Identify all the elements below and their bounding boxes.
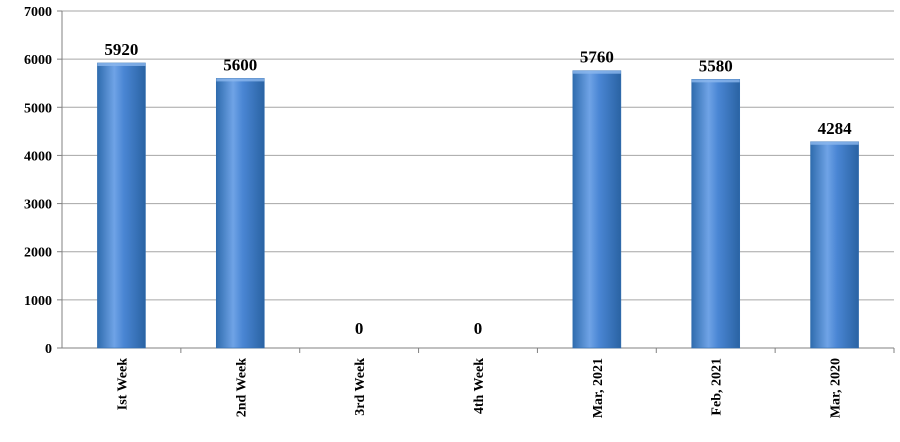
gridlines <box>62 10 894 301</box>
data-label: 4284 <box>818 119 853 138</box>
x-category-label: Mar, 2020 <box>829 358 844 418</box>
bar <box>215 78 265 349</box>
x-category-label: 3rd Week <box>353 358 368 416</box>
y-tick-label: 4000 <box>24 149 52 164</box>
data-label: 5920 <box>104 40 138 59</box>
bar <box>97 62 146 349</box>
data-label: 0 <box>474 319 483 338</box>
x-category-label: Ist Week <box>115 358 130 410</box>
y-tick-label: 3000 <box>24 198 52 213</box>
data-label: 5600 <box>223 55 257 74</box>
x-axis-categories: Ist Week 2nd Week 3rd Week 4th Week Mar, 202… <box>115 358 843 418</box>
bar <box>572 70 622 349</box>
bar-top-highlight <box>572 70 621 74</box>
x-category-label: Feb, 2021 <box>710 358 725 416</box>
bar-top-highlight <box>691 79 740 83</box>
data-label: 5580 <box>699 56 733 75</box>
bar-top-highlight <box>216 78 265 82</box>
data-label: 5760 <box>580 48 614 67</box>
axes <box>57 10 895 353</box>
bar-top-highlight <box>810 141 859 145</box>
bar <box>810 141 859 349</box>
y-tick-label: 6000 <box>24 53 52 68</box>
y-tick-label: 0 <box>45 342 52 357</box>
y-tick-label: 5000 <box>24 101 52 116</box>
data-label: 0 <box>355 319 364 338</box>
y-axis-ticks: 0 1000 2000 3000 4000 5000 6000 7000 <box>24 5 52 357</box>
x-category-label: 4th Week <box>472 358 487 414</box>
bar-top-highlight <box>97 62 146 66</box>
bars <box>97 62 859 349</box>
x-category-label: Mar, 2021 <box>591 358 606 418</box>
y-tick-label: 2000 <box>24 246 52 261</box>
y-tick-label: 1000 <box>24 294 52 309</box>
bar <box>691 79 741 349</box>
y-tick-label: 7000 <box>24 5 52 20</box>
data-labels: 5920 5600 0 0 5760 5580 4284 <box>104 40 852 338</box>
x-category-label: 2nd Week <box>234 358 249 417</box>
